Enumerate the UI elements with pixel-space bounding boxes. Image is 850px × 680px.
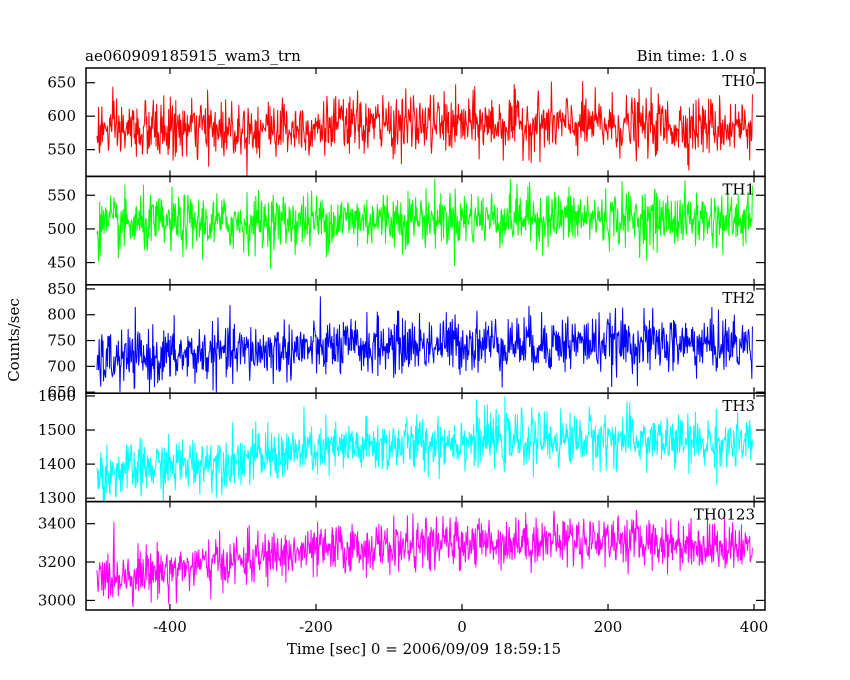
y-tick-label: 700 bbox=[47, 357, 76, 375]
panel-th3: 1300 1400 1500 1600 TH3 bbox=[38, 387, 766, 507]
y-axis-label: Counts/sec bbox=[5, 298, 23, 382]
panel-label: TH2 bbox=[722, 289, 755, 307]
panel-th0123: 3000 3200 3400 TH0123 bbox=[38, 500, 766, 611]
panels: 550 600 650 TH0 450 500 550 TH1 650 700 750 800 850 T… bbox=[38, 67, 766, 611]
x-tick-label: 400 bbox=[740, 618, 769, 636]
x-axis: -400 -200 0 200 400 bbox=[153, 618, 768, 636]
series-line-th2 bbox=[96, 296, 753, 394]
x-tick-label: -400 bbox=[153, 618, 187, 636]
panel-label: TH0123 bbox=[694, 506, 755, 524]
panel-label: TH0 bbox=[722, 72, 755, 90]
y-tick-label: 1600 bbox=[38, 387, 76, 405]
panel-label: TH1 bbox=[722, 180, 755, 198]
series-line-th0 bbox=[96, 81, 753, 176]
y-tick-label: 1300 bbox=[38, 489, 76, 507]
x-tick-label: -200 bbox=[299, 618, 333, 636]
panel-label: TH3 bbox=[722, 397, 755, 415]
y-tick-label: 3200 bbox=[38, 553, 76, 571]
x-axis-label: Time [sec] 0 = 2006/09/09 18:59:15 bbox=[287, 640, 561, 658]
y-tick-label: 550 bbox=[47, 186, 76, 204]
panel-th1: 450 500 550 TH1 bbox=[47, 175, 766, 286]
y-tick-label: 600 bbox=[47, 107, 76, 125]
y-tick-label: 550 bbox=[47, 141, 76, 159]
y-tick-label: 650 bbox=[47, 74, 76, 92]
y-tick-label: 1400 bbox=[38, 455, 76, 473]
y-tick-label: 1500 bbox=[38, 421, 76, 439]
x-tick-label: 0 bbox=[457, 618, 467, 636]
y-tick-label: 650 bbox=[47, 383, 76, 401]
y-tick-label: 800 bbox=[47, 306, 76, 324]
bin-time-label: Bin time: 1.0 s bbox=[637, 47, 747, 65]
series-line-th0123 bbox=[96, 509, 753, 608]
y-tick-label: 3400 bbox=[38, 515, 76, 533]
series-line-th1 bbox=[96, 178, 753, 269]
chart-title: ae060909185915_wam3_trn bbox=[85, 47, 301, 65]
panel-th2: 650 700 750 800 850 TH2 bbox=[47, 280, 766, 401]
y-tick-label: 750 bbox=[47, 332, 76, 350]
y-tick-label: 3000 bbox=[38, 591, 76, 609]
y-tick-label: 450 bbox=[47, 254, 76, 272]
y-tick-label: 500 bbox=[47, 220, 76, 238]
x-tick-label: 200 bbox=[594, 618, 623, 636]
panel-th0: 550 600 650 TH0 bbox=[47, 67, 766, 178]
panel-frame bbox=[85, 500, 766, 611]
y-tick-label: 850 bbox=[47, 280, 76, 298]
series-line-th3 bbox=[96, 396, 753, 502]
